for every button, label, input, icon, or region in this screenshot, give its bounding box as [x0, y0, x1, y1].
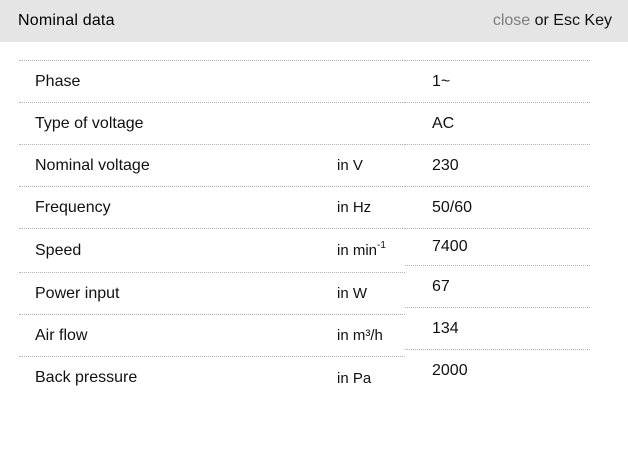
- row-value: 50/60: [432, 198, 473, 216]
- table-row: Nominal voltage in V: [19, 145, 405, 187]
- label-unit-column: Phase Type of voltage Nominal voltage in V F…: [19, 60, 405, 399]
- table-row: Frequency in Hz: [19, 187, 405, 229]
- row-label: Power input: [35, 284, 120, 302]
- table-row-value: 50/60: [405, 187, 590, 229]
- table-row: Power input in W: [19, 273, 405, 315]
- row-value: 230: [432, 156, 459, 174]
- table-row-value: 230: [405, 145, 590, 187]
- row-label: Back pressure: [35, 369, 138, 386]
- row-value: 7400: [432, 238, 468, 255]
- table-row: Type of voltage: [19, 103, 405, 145]
- table-row: Phase: [19, 61, 405, 103]
- esc-key-hint: or Esc Key: [530, 12, 612, 29]
- close-area: close or Esc Key: [493, 12, 612, 30]
- row-value: 67: [432, 277, 450, 295]
- row-unit: in V: [337, 157, 363, 174]
- table-row: Air flow in m³/h: [19, 315, 405, 357]
- row-value: 1~: [432, 72, 451, 90]
- row-label: Type of voltage: [35, 114, 144, 132]
- row-unit: in m³/h: [337, 327, 383, 344]
- row-label: Speed: [35, 241, 82, 259]
- row-unit: in Hz: [337, 199, 372, 216]
- dialog-title: Nominal data: [18, 12, 115, 29]
- row-value: 134: [432, 319, 459, 337]
- table-row-value: 2000: [405, 350, 590, 392]
- row-unit: in W: [337, 285, 367, 302]
- row-unit: in min-1: [337, 240, 386, 260]
- table-row-value: 7400: [405, 229, 590, 266]
- row-label: Nominal voltage: [35, 156, 150, 174]
- value-column: 1~ AC 230 50/60 7400 67 134 2000: [405, 60, 590, 392]
- row-label: Air flow: [35, 326, 88, 344]
- dialog-header: Nominal data close or Esc Key: [0, 0, 628, 42]
- unit-superscript: -1: [377, 240, 386, 251]
- row-label: Frequency: [35, 198, 111, 216]
- table-row-value: 1~: [405, 61, 590, 103]
- table-row: Back pressure in Pa: [19, 357, 405, 399]
- table-row-value: 134: [405, 308, 590, 350]
- table-row-value: 67: [405, 266, 590, 308]
- row-value: 2000: [432, 362, 468, 379]
- table-row-value: AC: [405, 103, 590, 145]
- row-value: AC: [432, 114, 455, 132]
- row-unit: in Pa: [337, 369, 372, 387]
- row-label: Phase: [35, 72, 81, 90]
- table-row: Speed in min-1: [19, 229, 405, 273]
- close-link[interactable]: close: [492, 12, 531, 29]
- nominal-data-table: Phase Type of voltage Nominal voltage in V F…: [19, 60, 590, 399]
